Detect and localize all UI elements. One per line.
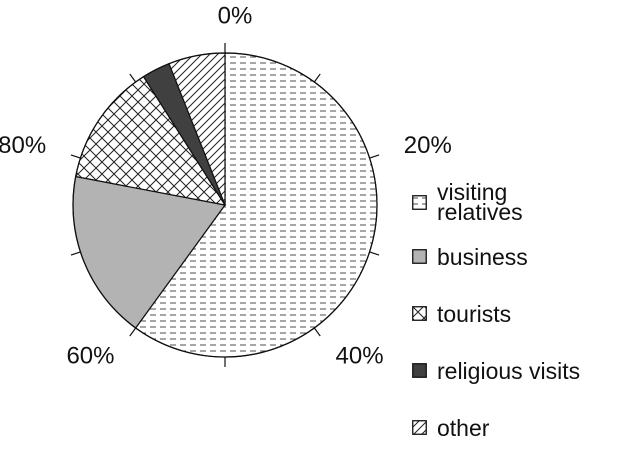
tick-mark bbox=[129, 327, 137, 337]
tick-mark bbox=[369, 251, 380, 256]
legend-swatch bbox=[412, 363, 427, 378]
legend-label: business bbox=[437, 243, 528, 270]
tick-mark bbox=[70, 251, 81, 256]
tick-mark bbox=[313, 327, 321, 337]
legend-swatch bbox=[412, 249, 427, 264]
legend-label: visiting relatives bbox=[437, 179, 523, 225]
legend-swatch bbox=[412, 306, 427, 321]
legend-item: tourists bbox=[412, 285, 580, 342]
tick-label: 0% bbox=[218, 2, 253, 29]
legend-swatch bbox=[412, 420, 427, 435]
legend-item: religious visits bbox=[412, 342, 580, 399]
tick-label: 40% bbox=[336, 342, 384, 369]
legend-label: religious visits bbox=[437, 357, 581, 384]
legend-label: other bbox=[437, 414, 490, 441]
legend-item: other bbox=[412, 399, 580, 456]
tick-label: 20% bbox=[404, 132, 452, 159]
legend-swatch bbox=[412, 194, 427, 210]
legend: visiting relatives business tourists religi… bbox=[412, 176, 580, 456]
tick-mark bbox=[313, 73, 321, 83]
tick-label: 80% bbox=[0, 132, 46, 159]
tick-mark bbox=[369, 154, 380, 159]
legend-item: visiting relatives bbox=[412, 176, 580, 228]
tick-label: 60% bbox=[66, 342, 114, 369]
legend-item: business bbox=[412, 228, 580, 285]
tick-mark bbox=[129, 73, 137, 83]
legend-label: tourists bbox=[437, 300, 512, 327]
tick-mark bbox=[70, 154, 81, 159]
